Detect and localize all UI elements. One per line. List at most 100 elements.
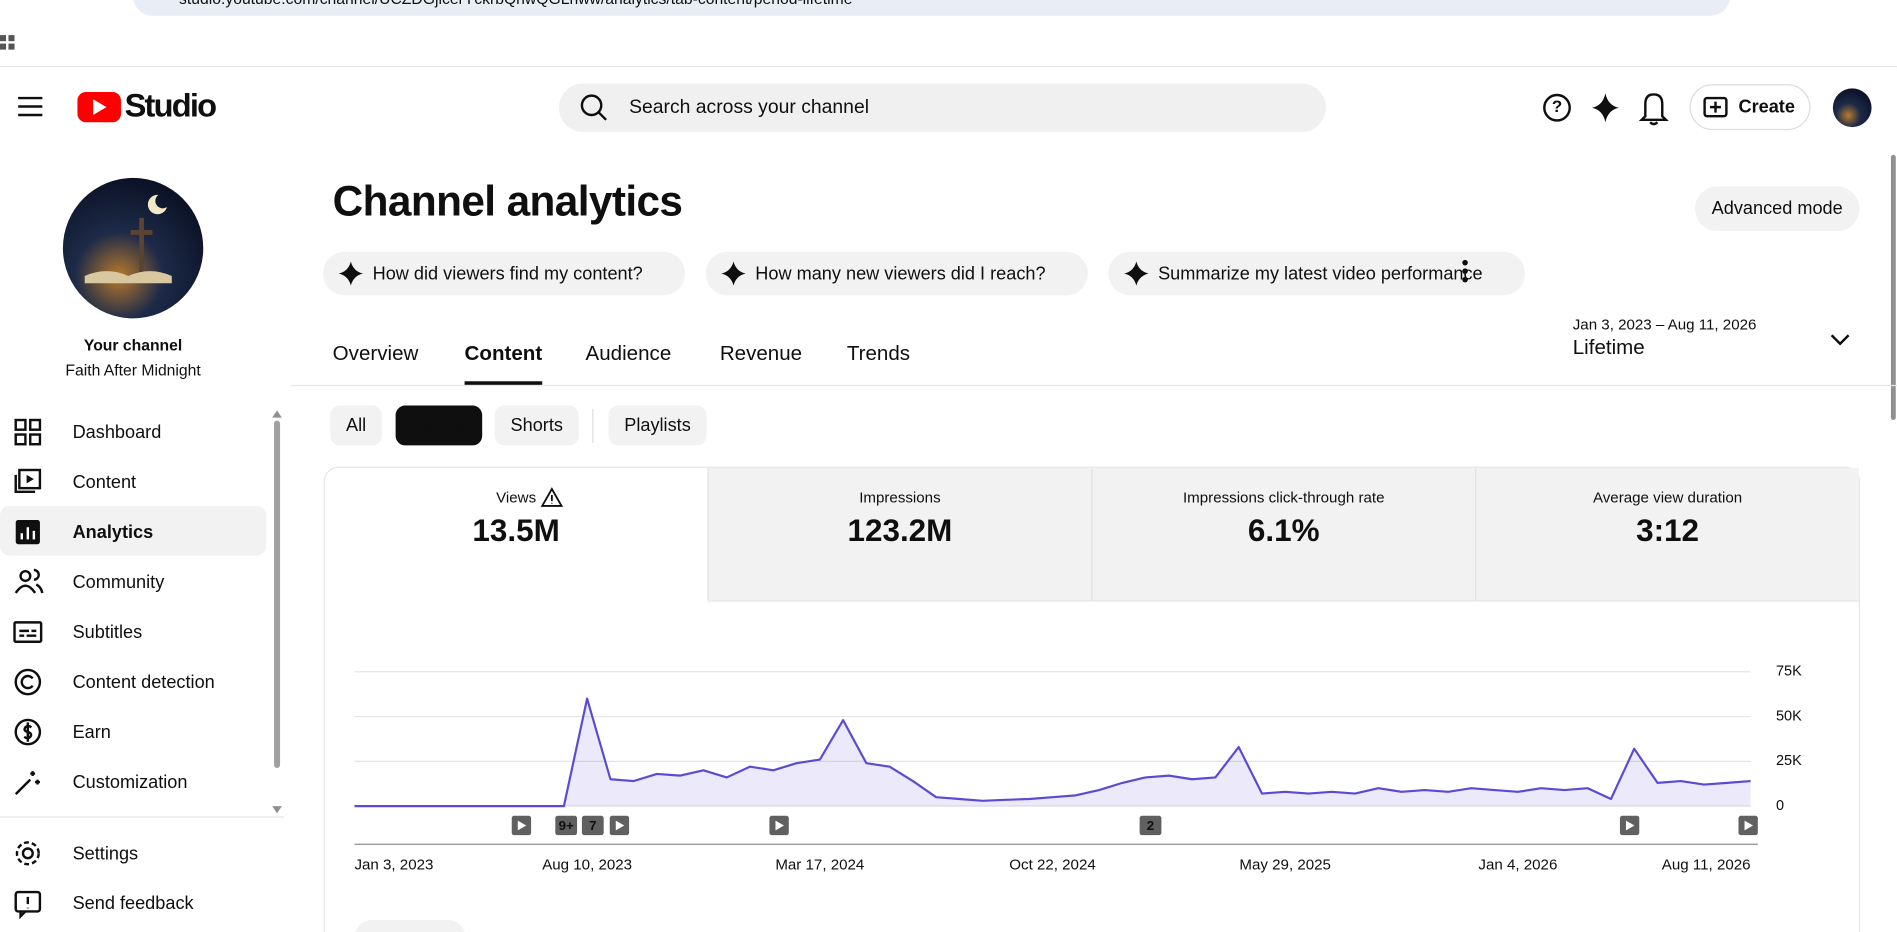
x-tick-label: Jan 3, 2023 xyxy=(354,856,433,873)
scroll-down[interactable] xyxy=(272,806,282,814)
metric-label: Impressions click-through rate xyxy=(1183,490,1384,507)
url: studio.youtube.com/channel/UCZDGjlcerYck… xyxy=(179,0,853,8)
nav-icon xyxy=(18,468,42,490)
sparkle-icon xyxy=(338,261,363,286)
nav-item[interactable]: Analytics xyxy=(73,522,154,542)
filter-chip[interactable] xyxy=(494,405,579,446)
nav-icon xyxy=(20,527,36,540)
see-more-button[interactable] xyxy=(354,919,465,932)
nav-item[interactable]: Send feedback xyxy=(73,893,195,913)
suggestion-label: Summarize my latest video performance xyxy=(1158,264,1483,284)
notifications-button[interactable] xyxy=(1638,93,1669,126)
nav: Dashboard Content Analytics Community Subtit… xyxy=(13,418,215,920)
metric-value: 3:12 xyxy=(1636,513,1699,548)
apps-icon[interactable] xyxy=(0,35,15,50)
line xyxy=(354,697,1751,808)
metric-value: 13.5M xyxy=(472,513,559,548)
search-icon xyxy=(597,111,607,121)
nav-item[interactable]: Customization xyxy=(73,772,188,792)
address-bar[interactable] xyxy=(133,0,1730,16)
scroll-up[interactable] xyxy=(272,410,282,418)
channel-avatar[interactable] xyxy=(62,177,204,319)
tab[interactable]: Audience xyxy=(586,342,672,365)
nav-icon xyxy=(14,568,44,594)
nav-icon xyxy=(19,896,30,920)
help-button[interactable] xyxy=(1543,93,1571,122)
suggestion-chip[interactable] xyxy=(705,251,1088,296)
filter-chip[interactable] xyxy=(395,405,483,446)
nav-icon xyxy=(20,674,34,690)
avatar-moon xyxy=(147,194,167,215)
filter-label: Videos xyxy=(409,415,468,435)
create-icon xyxy=(1710,101,1721,113)
video-marker-count: 7 xyxy=(589,818,596,833)
metric-tab-bg[interactable] xyxy=(1091,467,1476,601)
tab-underline xyxy=(464,381,543,385)
tab[interactable]: Content xyxy=(465,342,543,365)
suggestion-label: How did viewers find my content? xyxy=(373,264,643,284)
nav-item[interactable]: Dashboard xyxy=(73,422,162,442)
nav-icon xyxy=(29,418,42,431)
x-tick-label: Jan 4, 2026 xyxy=(1478,856,1557,873)
nav-icon xyxy=(14,474,36,493)
channel-label: Your channel xyxy=(84,337,182,354)
video-marker-play xyxy=(1625,820,1635,831)
date-range: Jan 3, 2023 – Aug 11, 2026 xyxy=(1573,317,1757,334)
nav-item[interactable]: Settings xyxy=(73,843,139,863)
metric-tab-bg[interactable] xyxy=(1475,467,1859,601)
search-icon xyxy=(580,94,603,117)
video-marker[interactable] xyxy=(555,815,578,836)
metric-label: Views xyxy=(496,490,536,507)
nav-item[interactable]: Content xyxy=(73,472,137,492)
nav-item[interactable]: Community xyxy=(73,572,166,592)
period-dropdown[interactable] xyxy=(1830,334,1850,346)
y-tick-label: 50K xyxy=(1776,708,1802,724)
search-box[interactable] xyxy=(558,83,1326,132)
nav-item[interactable]: Subtitles xyxy=(73,622,143,642)
filter-label: Playlists xyxy=(624,415,691,435)
tabs: Overview Content Audience Revenue Trends xyxy=(333,342,910,385)
filter-chip[interactable] xyxy=(608,405,707,446)
more-button[interactable] xyxy=(1462,259,1468,283)
video-marker[interactable] xyxy=(1139,815,1162,836)
metrics: Views 13.5M Impressions 123.2M Impressions c… xyxy=(472,467,1860,602)
tab[interactable]: Revenue xyxy=(720,342,802,365)
y-tick-label: 25K xyxy=(1776,753,1802,769)
warning-icon xyxy=(540,487,564,507)
filters: All Videos Shorts Playlists xyxy=(330,405,707,446)
logo-text[interactable]: Studio xyxy=(125,86,218,123)
nav-icon xyxy=(29,433,42,446)
suggestion-chip[interactable] xyxy=(1108,251,1525,296)
nav-icon xyxy=(15,841,40,866)
x-tick-label: Aug 10, 2023 xyxy=(542,856,632,873)
nav-icon xyxy=(14,418,27,431)
tab[interactable]: Trends xyxy=(847,342,910,365)
nav-icon xyxy=(19,569,32,583)
search-placeholder: Search across your channel xyxy=(629,96,869,118)
sparkle-icon xyxy=(1124,261,1149,286)
filter-chip[interactable] xyxy=(330,405,382,446)
nav-icon xyxy=(26,474,34,484)
nav-item[interactable]: Earn xyxy=(73,722,111,742)
sparkle-icon xyxy=(721,261,746,286)
tab[interactable]: Overview xyxy=(333,342,419,365)
nav-icon xyxy=(14,433,27,446)
account-avatar[interactable] xyxy=(1832,88,1872,128)
period[interactable]: Lifetime xyxy=(1573,336,1645,359)
metric-tab-bg[interactable] xyxy=(708,467,1092,601)
avatar-book xyxy=(84,271,172,284)
create-button[interactable] xyxy=(1689,84,1811,131)
ai-button[interactable] xyxy=(1592,93,1619,123)
suggestion-chip[interactable] xyxy=(323,251,686,296)
menu-button[interactable] xyxy=(18,96,43,117)
help-icon: ? xyxy=(1552,97,1562,116)
nav-icon xyxy=(14,668,42,696)
advanced-button[interactable] xyxy=(1694,186,1860,232)
y-tick-label: 0 xyxy=(1776,798,1784,814)
nav-icon xyxy=(23,722,33,742)
nav-icon xyxy=(14,890,42,913)
video-marker[interactable] xyxy=(581,815,604,836)
nav-item[interactable]: Content detection xyxy=(73,672,215,692)
